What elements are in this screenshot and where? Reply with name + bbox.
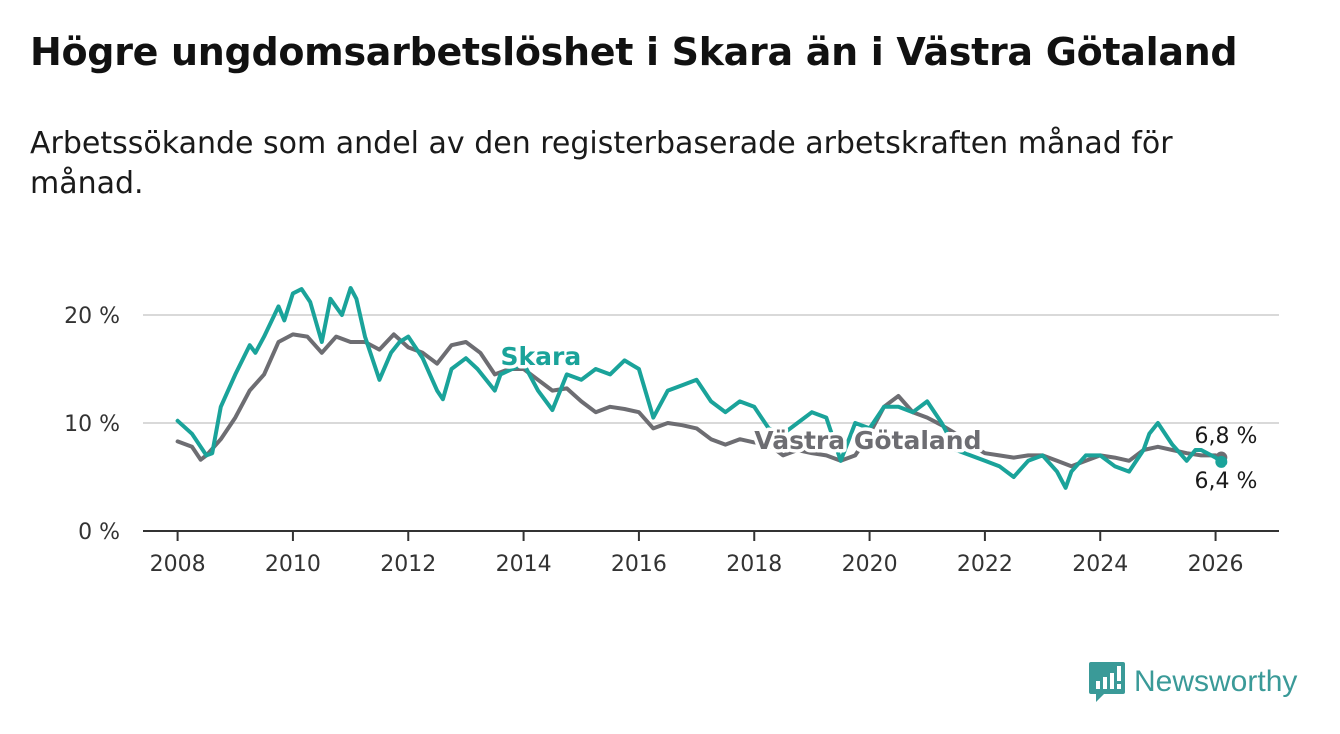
y-tick-label: 20 % xyxy=(64,304,120,329)
y-tick-label: 0 % xyxy=(78,520,120,545)
x-tick-label: 2022 xyxy=(957,552,1013,577)
x-tick-label: 2026 xyxy=(1188,552,1244,577)
x-tick-label: 2010 xyxy=(265,552,321,577)
series-lines xyxy=(175,286,1228,490)
end-label-skara: 6,4 % xyxy=(1195,469,1258,494)
y-tick-label: 10 % xyxy=(64,412,120,437)
x-tick-label: 2014 xyxy=(496,552,552,577)
brand: Newsworthy xyxy=(1088,660,1297,704)
series-label-skara: Skara xyxy=(501,342,582,371)
x-tick-label: 2020 xyxy=(842,552,898,577)
x-tick-label: 2024 xyxy=(1072,552,1128,577)
chart-subtitle: Arbetssökande som andel av den registerb… xyxy=(30,126,1173,201)
newsworthy-logo-icon xyxy=(1089,662,1125,702)
x-tick-label: 2012 xyxy=(380,552,436,577)
series-line-vastra-gotaland xyxy=(175,332,1224,469)
y-axis-labels: 0 % 10 % 20 % xyxy=(64,304,120,545)
series-label-vastra-gotaland: Västra Götaland xyxy=(754,426,981,455)
x-tick-label: 2008 xyxy=(150,552,206,577)
end-label-vastra-gotaland: 6,8 % xyxy=(1195,424,1258,449)
x-tick-label: 2016 xyxy=(611,552,667,577)
end-point-skara xyxy=(1215,455,1228,468)
series-line-skara xyxy=(175,286,1224,490)
grid-lines xyxy=(143,314,1279,424)
x-tick-label: 2018 xyxy=(726,552,782,577)
chart-title: Högre ungdomsarbetslöshet i Skara än i V… xyxy=(30,30,1238,74)
brand-name: Newsworthy xyxy=(1134,665,1298,698)
x-axis: 2008 2010 2012 2014 2016 2018 2020 2022 2024 2026 xyxy=(143,530,1279,577)
series-labels: Skara Västra Götaland 6,8 % 6,4 % xyxy=(497,339,1260,497)
